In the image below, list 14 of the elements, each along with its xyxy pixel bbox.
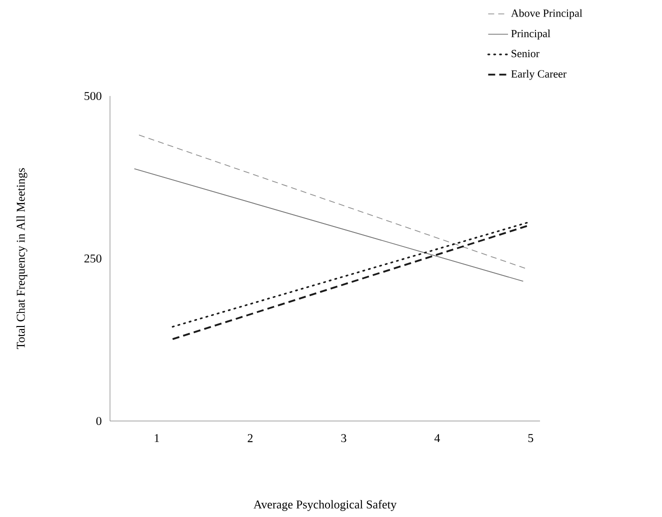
x-tick-label: 4 <box>434 434 440 442</box>
x-tick-label: 5 <box>528 434 534 442</box>
x-axis-title: Average Psychological Safety <box>254 500 397 511</box>
y-tick-label: 500 <box>84 92 102 100</box>
y-tick-label: 0 <box>96 416 102 426</box>
legend-label: Early Career <box>511 70 566 80</box>
x-tick-label: 1 <box>154 434 160 442</box>
x-tick-label: 2 <box>248 434 253 442</box>
y-tick-label: 250 <box>84 254 102 263</box>
legend-label: Above Principal <box>511 9 582 20</box>
legend-label: Senior <box>512 50 540 58</box>
legend-label: Principal <box>511 30 550 40</box>
x-tick-label: 3 <box>341 434 346 442</box>
y-axis-title: Total Chat Frequency in All Meetings <box>16 168 28 350</box>
